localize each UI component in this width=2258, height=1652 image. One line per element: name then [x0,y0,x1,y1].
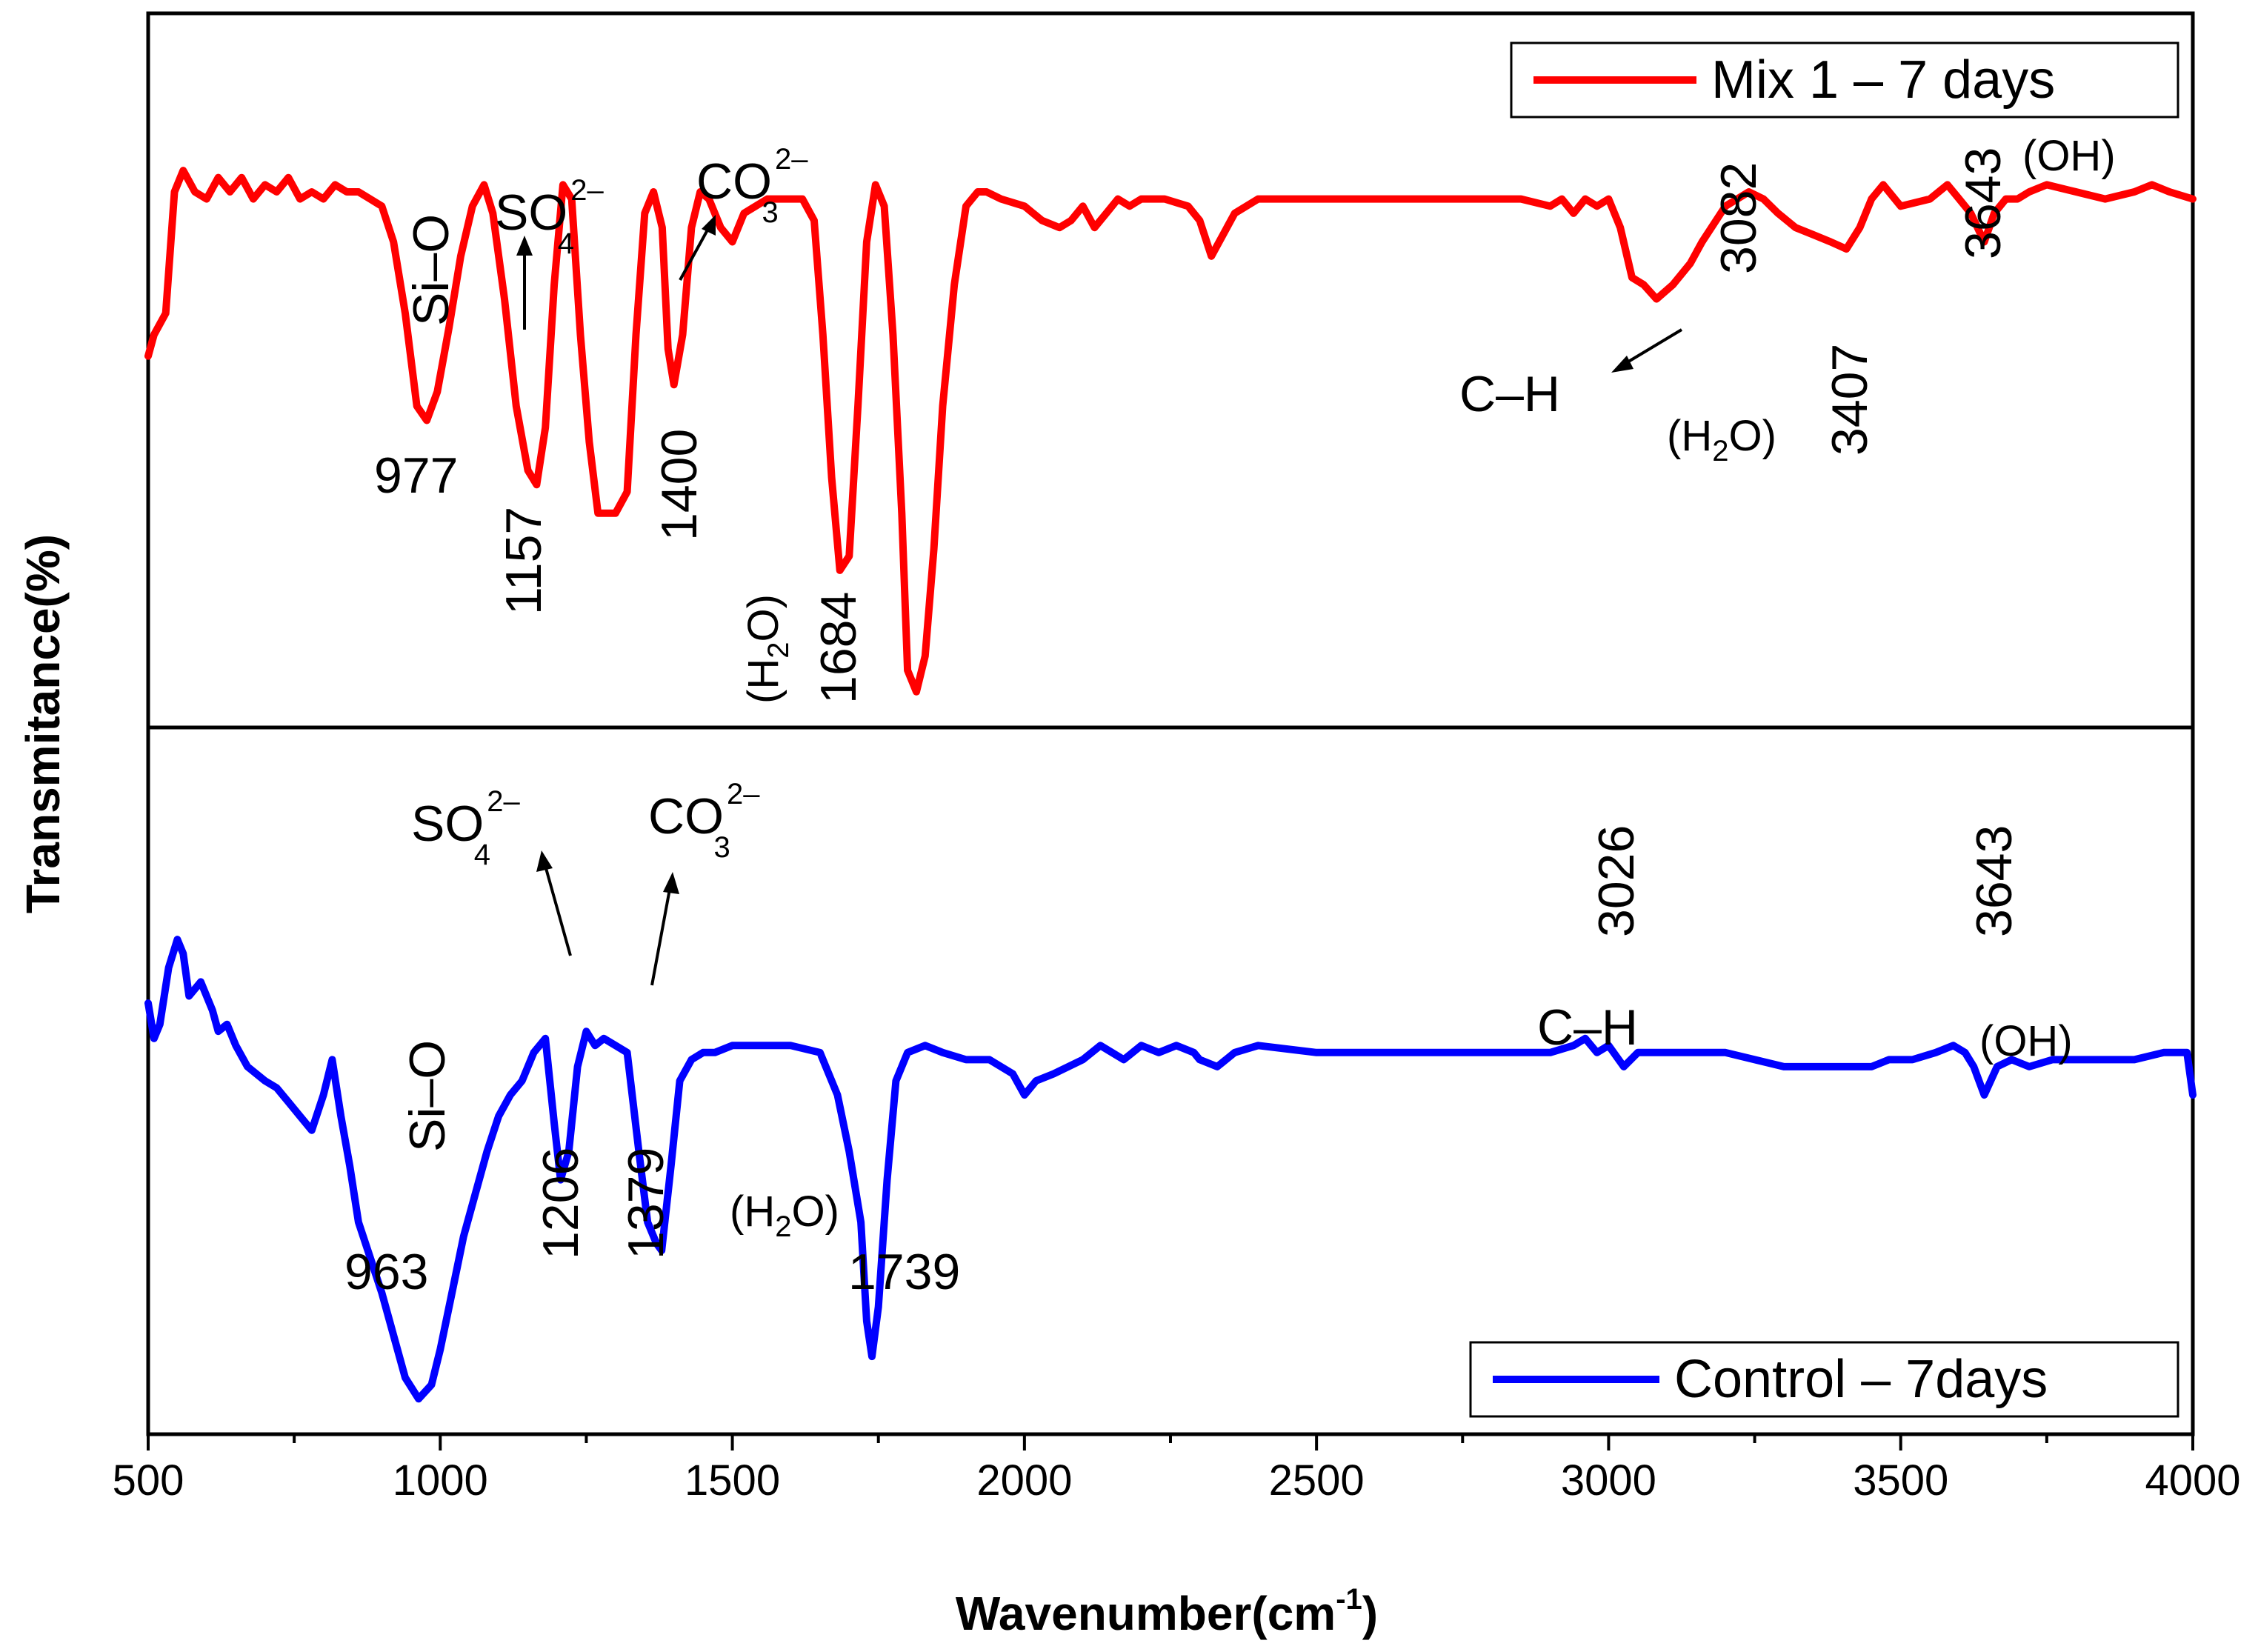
series-line-control [144,936,2197,1403]
label-ch-top: C–H [1459,366,1560,422]
arrowhead-ch-top [1611,356,1633,373]
label-3082: 3082 [1711,162,1767,274]
label-977: 977 [374,447,458,504]
label-oh-bottom: (OH) [1979,1017,2073,1065]
label-co3-top: CO 2– 3 [696,143,808,229]
x-tick-label: 4000 [2145,1456,2240,1505]
x-axis-ticks: 500 1000 1500 2000 2500 3000 3500 4000 [113,1434,2241,1505]
x-axis-title: Wavenumber(cm-1) [956,1583,1378,1640]
y-axis-title: Transmitance(%) [16,534,70,913]
arrow-so4-bottom [543,862,572,956]
legend-label-mix1: Mix 1 – 7 days [1711,50,2055,110]
label-1157: 1157 [496,507,552,615]
label-3026: 3026 [1588,825,1645,937]
x-tick-label: 3000 [1561,1456,1656,1505]
x-tick-label: 2500 [1269,1456,1365,1505]
label-si-o-top: Si–O [403,214,459,326]
label-3407: 3407 [1822,344,1878,456]
arrowhead-co3-bottom [663,872,679,894]
label-1206: 1206 [533,1148,589,1259]
label-so4-bottom: SO 2– 4 [411,785,520,871]
x-tick-label: 1000 [393,1456,488,1505]
x-tick-label: 500 [113,1456,184,1505]
label-1684: 1684 [810,592,867,704]
series-line-mix1 [144,167,2197,696]
label-h2o-right-top: (H2O) [1667,412,1776,467]
label-1400: 1400 [651,429,707,541]
arrowhead-co3-top [702,215,716,236]
legend-top: Mix 1 – 7 days [1510,41,2179,119]
label-h2o-bottom: (H2O) [730,1188,839,1243]
arrow-co3-top [679,225,711,281]
label-co3-bottom: CO 2– 3 [648,778,760,864]
arrow-co3-bottom [650,885,672,986]
arrow-ch-top [1625,328,1683,364]
x-tick-label: 2000 [976,1456,1072,1505]
arrowhead-so4-top [516,236,533,256]
label-1739: 1739 [848,1244,960,1300]
arrowhead-so4-bottom [536,850,553,872]
x-tick-label: 3500 [1853,1456,1948,1505]
label-ch-bottom: C–H [1537,999,1638,1056]
x-tick-label: 1500 [685,1456,780,1505]
label-3643-top: 3643 [1955,147,2011,259]
label-963: 963 [344,1244,428,1300]
label-h2o-left-top: (H2O) [739,594,795,704]
legend-label-control: Control – 7days [1674,1350,2048,1409]
label-oh-top: (OH) [2022,132,2116,180]
label-si-o-bottom: Si–O [399,1040,456,1152]
label-3643-bottom: 3643 [1966,825,2022,937]
label-so4-top: SO 2– 4 [495,174,604,260]
label-1379: 1379 [618,1148,674,1259]
legend-bottom: Control – 7days [1469,1341,2179,1418]
